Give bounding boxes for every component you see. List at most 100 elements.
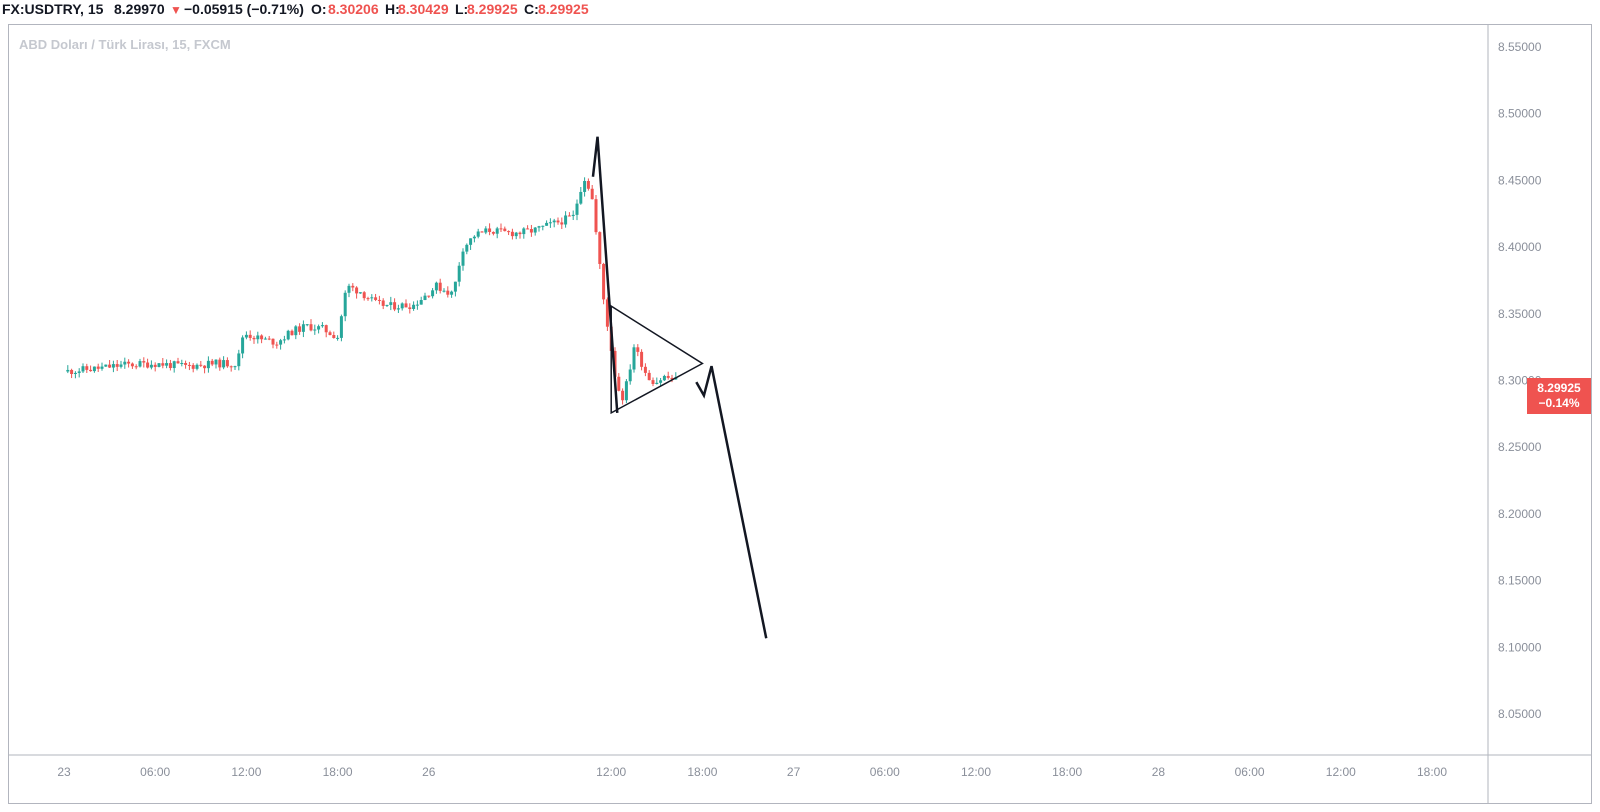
- open-value: 8.30206: [328, 1, 379, 17]
- candle-body: [317, 326, 321, 330]
- y-tick-label: 8.50000: [1498, 107, 1542, 121]
- impulse-leg-line: [591, 136, 619, 413]
- down-arrow-icon: ▼: [170, 3, 182, 17]
- candle-body: [560, 222, 564, 225]
- candle-body: [446, 290, 450, 295]
- x-tick-label: 12:00: [596, 765, 626, 779]
- candle-body: [233, 366, 237, 368]
- x-tick-label: 18:00: [1417, 765, 1447, 779]
- candle-body: [526, 228, 530, 230]
- candle-body: [305, 324, 309, 326]
- candle-body: [134, 366, 138, 368]
- candle-body: [184, 363, 188, 365]
- candle-body: [510, 231, 514, 237]
- last-price: 8.29970: [114, 1, 165, 17]
- candle-body: [529, 229, 533, 233]
- candle-body: [651, 380, 655, 384]
- candle-body: [92, 366, 96, 372]
- candle-body: [339, 316, 343, 338]
- candle-body: [119, 364, 123, 367]
- time-axis[interactable]: 23 06:00 12:00 18:00 26 12:00 18:00 27 06:00 12:0…: [57, 765, 1447, 779]
- badge-change: −0.14%: [1538, 396, 1580, 410]
- candle-body: [548, 222, 552, 224]
- candle-body: [214, 359, 218, 365]
- price-change: −0.05915 (−0.71%): [184, 1, 304, 17]
- x-tick-label: 26: [422, 765, 436, 779]
- candle-body: [488, 228, 492, 232]
- candle-body: [484, 228, 488, 233]
- candle-body: [149, 364, 153, 368]
- symbol-header: FX:USDTRY, 15 8.29970 ▼ −0.05915 (−0.71%…: [0, 0, 1600, 20]
- candles: [66, 177, 678, 405]
- candle-body: [583, 180, 587, 192]
- candle-body: [507, 231, 511, 233]
- candle-body: [415, 304, 419, 306]
- trend-drawings[interactable]: [591, 136, 768, 639]
- x-tick-label: 06:00: [140, 765, 170, 779]
- badge-price: 8.29925: [1537, 381, 1581, 395]
- candle-body: [343, 292, 347, 317]
- candle-body: [301, 324, 305, 332]
- candle-body: [450, 291, 454, 295]
- y-tick-label: 8.15000: [1498, 574, 1542, 588]
- candle-body: [229, 366, 233, 368]
- close-label: C:: [524, 1, 539, 17]
- candle-body: [172, 361, 176, 369]
- candle-body: [138, 361, 142, 367]
- candle-body: [666, 375, 670, 378]
- x-tick-label: 18:00: [1052, 765, 1082, 779]
- candle-body: [351, 285, 355, 288]
- candle-body: [366, 298, 370, 300]
- y-tick-label: 8.55000: [1498, 40, 1542, 54]
- x-tick-label: 12:00: [1326, 765, 1356, 779]
- y-tick-label: 8.40000: [1498, 240, 1542, 254]
- candle-body: [434, 282, 438, 291]
- candle-body: [267, 338, 271, 340]
- candle-body: [385, 304, 389, 306]
- candle-body: [81, 366, 85, 372]
- candle-body: [77, 371, 81, 373]
- candle-body: [453, 281, 457, 292]
- x-tick-label: 18:00: [323, 765, 353, 779]
- candle-body: [309, 324, 313, 331]
- candle-body: [643, 366, 647, 373]
- candle-body: [130, 363, 134, 367]
- candle-body: [73, 372, 77, 374]
- candle-body: [476, 231, 480, 237]
- candle-body: [412, 304, 416, 309]
- projection-path-line: [695, 365, 768, 639]
- candle-body: [127, 361, 131, 364]
- high-value: 8.30429: [398, 1, 449, 17]
- candle-body: [590, 188, 594, 200]
- candle-body: [431, 290, 435, 297]
- candle-body: [571, 214, 575, 217]
- candle-body: [282, 339, 286, 341]
- candle-body: [461, 251, 465, 266]
- y-tick-label: 8.35000: [1498, 307, 1542, 321]
- candle-body: [457, 265, 461, 282]
- candle-body: [400, 303, 404, 309]
- candle-body: [206, 360, 210, 369]
- candle-body: [579, 191, 583, 204]
- candle-body: [260, 335, 264, 340]
- candle-body: [552, 220, 556, 223]
- candle-body: [362, 292, 366, 299]
- symbol-label[interactable]: FX:USDTRY, 15: [2, 1, 104, 17]
- price-axis[interactable]: 8.550008.500008.450008.400008.350008.300…: [1498, 40, 1542, 721]
- x-tick-label: 28: [1152, 765, 1166, 779]
- candle-body: [514, 232, 518, 237]
- candle-body: [332, 335, 336, 338]
- candle-body: [244, 334, 248, 338]
- x-tick-label: 06:00: [1235, 765, 1265, 779]
- candle-body: [389, 302, 393, 305]
- candle-body: [256, 335, 260, 340]
- candle-body: [146, 362, 150, 368]
- chart-frame[interactable]: [8, 24, 1592, 804]
- x-tick-label: 23: [57, 765, 71, 779]
- candle-body: [632, 347, 636, 370]
- candle-body: [241, 337, 245, 354]
- candle-body: [222, 360, 226, 368]
- candle-body: [495, 228, 499, 234]
- last-price-badge: 8.29925 −0.14%: [1527, 378, 1591, 414]
